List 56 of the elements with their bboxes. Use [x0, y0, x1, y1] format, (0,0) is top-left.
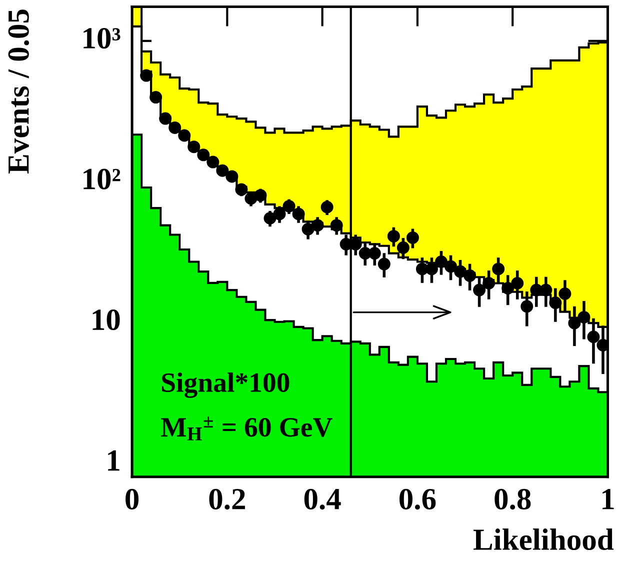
point [378, 258, 390, 270]
x-tick-label: 0 [126, 488, 139, 510]
point [368, 247, 381, 260]
y-tick-label: 10 [92, 309, 120, 330]
point [216, 164, 229, 177]
point [520, 300, 534, 313]
point [482, 276, 496, 290]
x-tick-label: 0.6 [400, 488, 436, 510]
point [168, 121, 182, 134]
point [273, 208, 286, 220]
y-axis-title: Events / 0.05 [8, 10, 30, 174]
point [473, 284, 486, 296]
x-tick-label: 0.2 [209, 488, 245, 510]
point [434, 256, 448, 268]
point [596, 338, 608, 352]
point [578, 310, 590, 324]
point [159, 112, 172, 125]
point [302, 222, 314, 236]
x-tick-label: 0.4 [304, 488, 341, 510]
y-tick-label: 10² [84, 168, 120, 190]
y-tick-label: 10³ [84, 28, 120, 49]
x-tick-label: 1 [602, 489, 614, 510]
annotation: Signal*100 [162, 372, 290, 398]
point [264, 212, 276, 225]
point [292, 208, 305, 220]
point [511, 276, 524, 290]
point [549, 296, 562, 310]
point [140, 69, 153, 82]
point [387, 230, 400, 242]
point [454, 265, 467, 278]
point [254, 189, 267, 202]
point [558, 287, 572, 300]
x-tick-label: 0.8 [494, 488, 531, 510]
annotation: M$_{H}$$^{±}$ = 60 GeV [161, 416, 332, 440]
y-tick-label: 1 [108, 450, 120, 471]
point [444, 260, 458, 273]
point [178, 129, 191, 142]
point [464, 269, 476, 282]
point [311, 219, 324, 232]
point [502, 282, 514, 295]
point [197, 148, 210, 162]
point [235, 183, 248, 196]
point [330, 219, 343, 232]
point [150, 91, 162, 104]
point [188, 140, 200, 154]
point [206, 156, 220, 168]
point [320, 200, 334, 214]
point [396, 241, 410, 254]
point [282, 200, 296, 212]
point [406, 231, 419, 244]
point [492, 262, 505, 276]
point [587, 330, 600, 344]
point [540, 284, 552, 296]
point [244, 192, 258, 205]
point [226, 170, 238, 183]
x-axis-title: Likelihood [473, 528, 614, 550]
